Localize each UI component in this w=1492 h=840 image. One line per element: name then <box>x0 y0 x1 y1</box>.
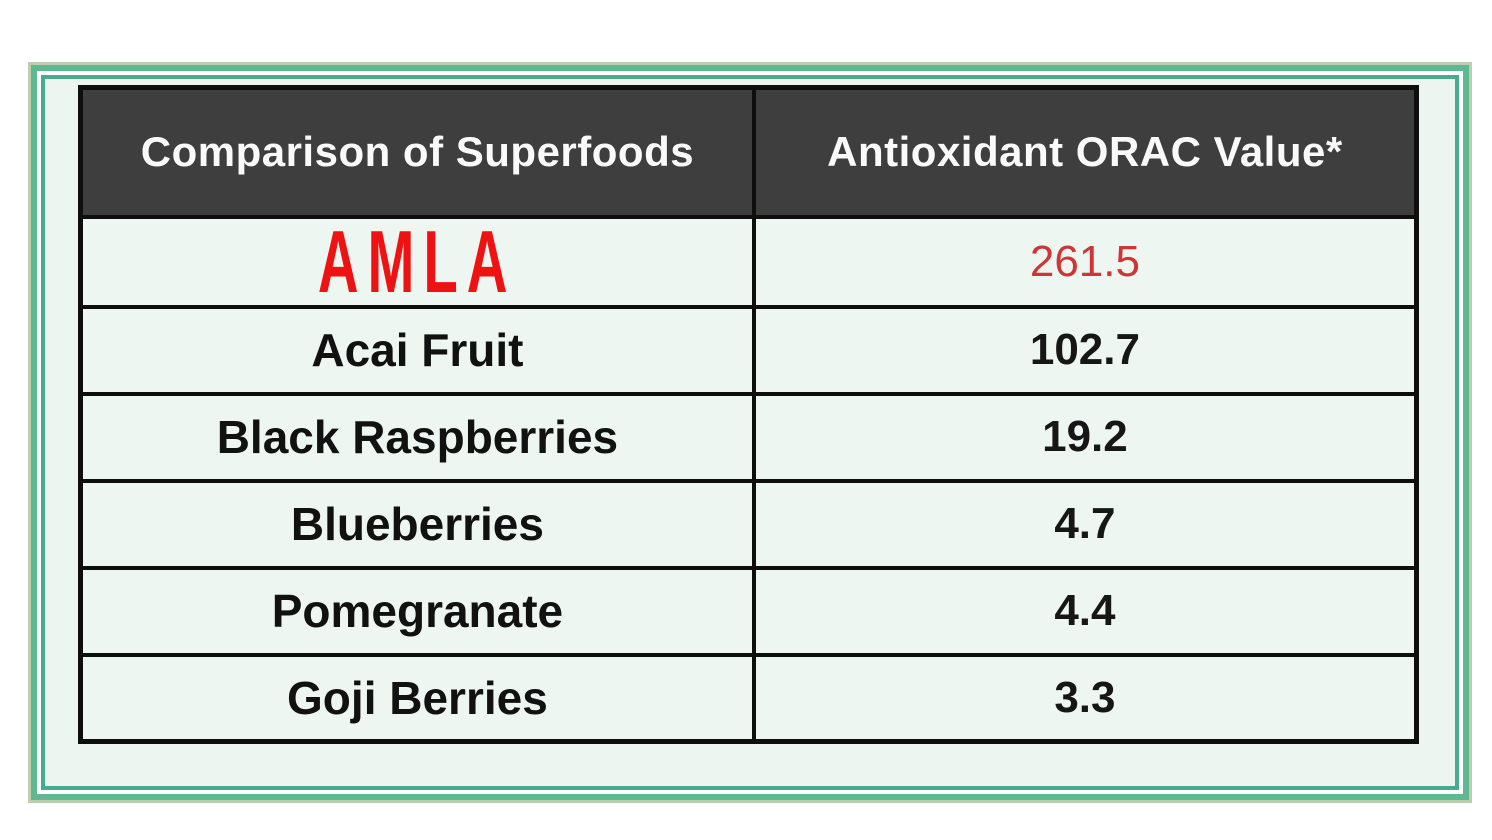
table-header: Comparison of Superfoods Antioxidant ORA… <box>78 85 1419 219</box>
table-row: Black Raspberries 19.2 <box>78 391 1419 483</box>
orac-value: 4.7 <box>1054 499 1116 548</box>
table-body: AMLA 261.5 Acai Fruit 102.7 Black Raspbe… <box>78 214 1419 744</box>
orac-value: 102.7 <box>1029 325 1140 374</box>
superfood-name: Acai Fruit <box>311 324 524 376</box>
superfood-name: AMLA <box>318 216 517 307</box>
orac-value: 19.2 <box>1042 412 1128 461</box>
orac-value: 261.5 <box>1029 236 1140 286</box>
superfood-name: Pomegranate <box>271 585 564 637</box>
orac-value: 3.3 <box>1054 672 1116 722</box>
superfoods-comparison-table: Comparison of Superfoods Antioxidant ORA… <box>78 85 1419 744</box>
table-row: AMLA 261.5 <box>78 214 1419 309</box>
superfood-name: Goji Berries <box>287 671 548 724</box>
column-header-orac-value: Antioxidant ORAC Value* <box>751 85 1419 219</box>
table-row: Blueberries 4.7 <box>78 478 1419 570</box>
superfood-name: Black Raspberries <box>216 411 619 463</box>
table-row: Acai Fruit 102.7 <box>78 304 1419 396</box>
table-row: Pomegranate 4.4 <box>78 565 1419 657</box>
header-row: Comparison of Superfoods Antioxidant ORA… <box>78 85 1419 219</box>
orac-value: 4.4 <box>1054 586 1116 635</box>
superfood-name: Blueberries <box>290 498 544 550</box>
table-row: Goji Berries 3.3 <box>78 652 1419 744</box>
column-header-superfoods: Comparison of Superfoods <box>78 85 756 219</box>
